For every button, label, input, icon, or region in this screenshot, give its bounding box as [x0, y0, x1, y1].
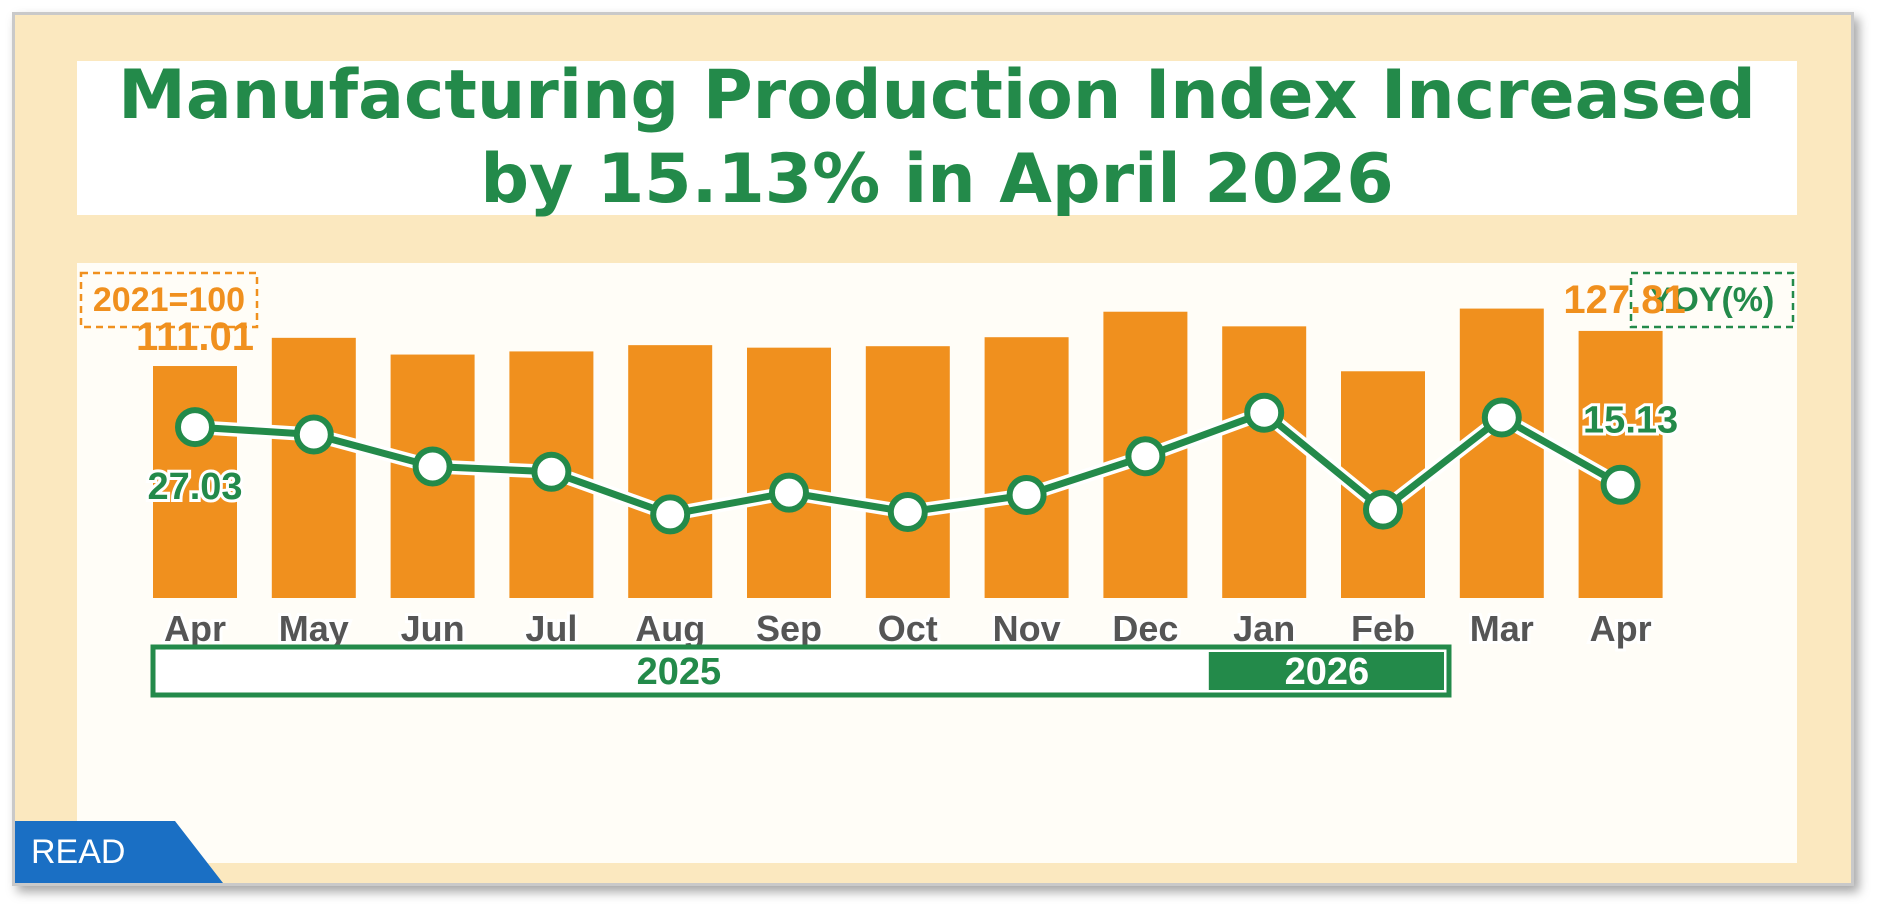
- infographic-frame: Manufacturing Production Index Increased…: [12, 12, 1854, 886]
- x-tick-label-9: Jan: [1233, 608, 1295, 649]
- x-tick-label-4: Aug: [635, 608, 705, 649]
- x-tick-label-6: Oct: [878, 608, 938, 649]
- x-tick-label-3: Jul: [525, 608, 577, 649]
- x-tick-label-2: Jun: [401, 608, 465, 649]
- x-tick-label-0: Apr: [164, 608, 226, 649]
- x-tick-label-8: Dec: [1112, 608, 1178, 649]
- base-label-box: [79, 271, 259, 329]
- year-band-fill-2026: [1208, 652, 1444, 690]
- line-label-first: 27.03: [147, 466, 242, 508]
- yoy-point-3: [531, 451, 572, 492]
- yoy-point-4: [650, 494, 691, 535]
- chart-title-line1: Manufacturing Production Index Increased: [118, 56, 1756, 135]
- yoy-point-1: [293, 414, 334, 455]
- title-box: Manufacturing Production Index Increased…: [77, 56, 1797, 219]
- x-tick-label-10: Feb: [1351, 608, 1415, 649]
- yoy-point-9: [1244, 392, 1285, 433]
- bar-nov-7: [984, 337, 1069, 598]
- base-label: 2021=100: [93, 281, 245, 319]
- yoy-point-2: [412, 446, 453, 487]
- x-tick-label-1: May: [279, 608, 349, 649]
- chart-svg: 2021=100 YOY(%) 111.01 127.81 27.03 15.13 Apr M…: [79, 271, 1795, 698]
- yoy-point-6: [887, 491, 928, 532]
- yoy-point-12: [1600, 464, 1641, 505]
- yoy-point-7: [1006, 475, 1047, 516]
- yoy-point-0: [175, 407, 215, 448]
- bar-may-1: [271, 337, 356, 598]
- yoy-point-5: [769, 472, 809, 513]
- x-tick-label-12: Apr: [1590, 608, 1652, 649]
- bar-label-first: 111.01: [136, 315, 254, 359]
- bar-aug-4: [628, 345, 713, 598]
- year-label-2025: 2025: [637, 651, 722, 693]
- x-tick-label-5: Sep: [756, 608, 822, 649]
- year-label-2026: 2026: [1285, 651, 1370, 693]
- x-tick-label-11: Mar: [1470, 608, 1534, 649]
- bar-oct-6: [865, 346, 950, 598]
- chart-title-line2: by 15.13% in April 2026: [480, 140, 1394, 219]
- bar-label-last: 127.81: [1563, 278, 1685, 322]
- line-label-last: 15.13: [1583, 400, 1678, 442]
- bar-mar-11: [1459, 308, 1544, 598]
- bar-apr-0: [153, 366, 237, 598]
- yoy-point-10: [1363, 489, 1403, 530]
- yoy-label: YOY(%): [1650, 281, 1775, 319]
- x-tick-label-7: Nov: [993, 608, 1061, 649]
- plot-area: 2021=100 YOY(%) 111.01 127.81 27.03 15.13 Apr M…: [77, 263, 1797, 863]
- bar-jan-9: [1222, 326, 1307, 598]
- yoy-point-11: [1481, 397, 1522, 438]
- yoy-point-8: [1125, 436, 1166, 477]
